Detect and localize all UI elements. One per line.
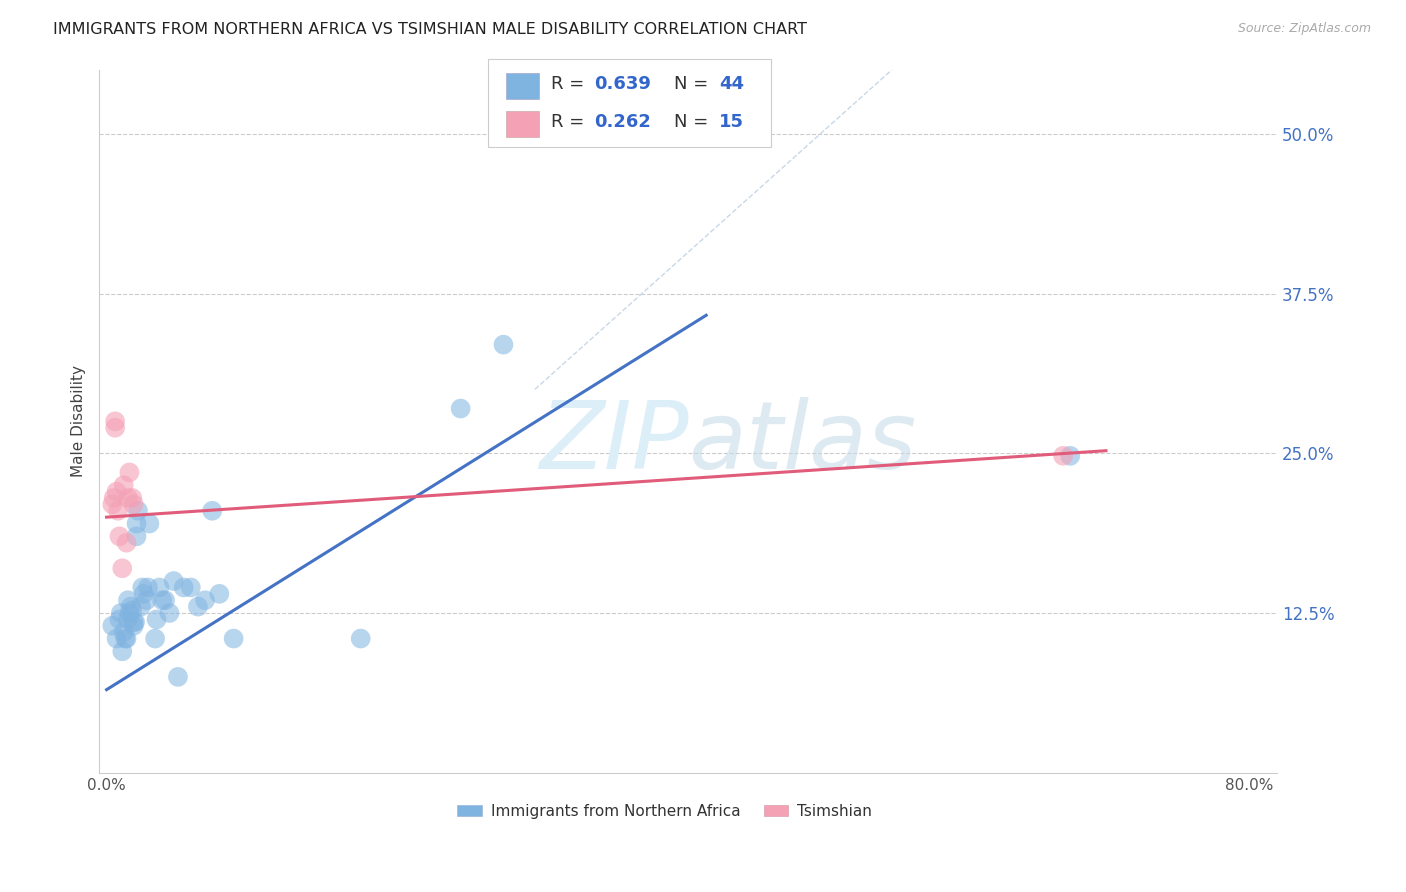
Point	[194, 593, 217, 607]
Point	[129, 599, 152, 614]
Point	[222, 632, 245, 646]
Text: 15: 15	[718, 113, 744, 131]
Point	[127, 504, 149, 518]
Point	[136, 581, 159, 595]
FancyBboxPatch shape	[488, 60, 770, 147]
Point	[1059, 449, 1081, 463]
Text: atlas: atlas	[689, 397, 917, 488]
Point	[131, 581, 153, 595]
Point	[201, 504, 224, 518]
Point	[157, 606, 180, 620]
Text: IMMIGRANTS FROM NORTHERN AFRICA VS TSIMSHIAN MALE DISABILITY CORRELATION CHART: IMMIGRANTS FROM NORTHERN AFRICA VS TSIMS…	[53, 22, 807, 37]
Point	[150, 593, 173, 607]
Point	[125, 516, 148, 531]
Point	[121, 603, 143, 617]
Point	[104, 420, 127, 434]
Text: 0.639: 0.639	[595, 75, 651, 93]
Text: N =: N =	[675, 75, 714, 93]
Point	[117, 612, 139, 626]
Point	[108, 612, 131, 626]
Point	[114, 632, 136, 646]
Point	[208, 587, 231, 601]
Point	[105, 484, 128, 499]
Point	[104, 414, 127, 428]
Point	[132, 587, 155, 601]
Point	[115, 535, 138, 549]
Point	[111, 644, 134, 658]
Point	[187, 599, 209, 614]
Point	[103, 491, 125, 505]
Point	[1052, 449, 1074, 463]
Point	[118, 466, 141, 480]
Point	[138, 516, 160, 531]
Point	[117, 491, 139, 505]
FancyBboxPatch shape	[506, 111, 538, 137]
Point	[112, 625, 135, 640]
Text: 0.262: 0.262	[595, 113, 651, 131]
Point	[173, 581, 195, 595]
Point	[105, 632, 128, 646]
Point	[125, 529, 148, 543]
Point	[350, 632, 373, 646]
Point	[122, 619, 145, 633]
Text: R =: R =	[551, 75, 589, 93]
Point	[145, 612, 167, 626]
Point	[122, 615, 145, 629]
Point	[124, 615, 146, 629]
Text: Source: ZipAtlas.com: Source: ZipAtlas.com	[1237, 22, 1371, 36]
Point	[107, 504, 129, 518]
Text: N =: N =	[675, 113, 714, 131]
FancyBboxPatch shape	[506, 72, 538, 99]
Point	[180, 581, 202, 595]
Point	[115, 632, 138, 646]
Text: ZIP: ZIP	[538, 397, 689, 488]
Point	[101, 497, 124, 511]
Point	[117, 593, 139, 607]
Point	[121, 491, 143, 505]
Y-axis label: Male Disability: Male Disability	[72, 366, 86, 477]
Point	[143, 632, 166, 646]
Text: R =: R =	[551, 113, 589, 131]
Point	[153, 593, 176, 607]
Point	[135, 593, 157, 607]
Point	[492, 337, 515, 351]
Legend: Immigrants from Northern Africa, Tsimshian: Immigrants from Northern Africa, Tsimshi…	[451, 797, 879, 825]
Point	[120, 599, 142, 614]
Point	[450, 401, 472, 416]
Point	[108, 529, 131, 543]
Point	[122, 497, 145, 511]
Point	[167, 670, 190, 684]
Point	[111, 561, 134, 575]
Point	[101, 619, 124, 633]
Text: 44: 44	[718, 75, 744, 93]
Point	[110, 606, 132, 620]
Point	[148, 581, 170, 595]
Point	[163, 574, 186, 588]
Point	[112, 478, 135, 492]
Point	[118, 606, 141, 620]
